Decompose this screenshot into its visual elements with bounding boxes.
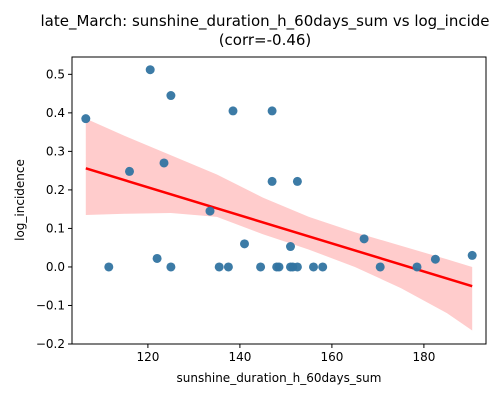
data-point bbox=[412, 262, 422, 272]
data-point bbox=[267, 106, 277, 116]
y-tick-label: 0.4 bbox=[46, 106, 65, 120]
data-point bbox=[430, 254, 440, 264]
data-point bbox=[292, 262, 302, 272]
data-point bbox=[125, 166, 134, 176]
y-tick-label: 0.5 bbox=[46, 67, 65, 81]
data-point bbox=[274, 262, 284, 272]
x-tick-label: 160 bbox=[320, 350, 343, 364]
scatter-points-layer bbox=[81, 65, 477, 272]
regression-line bbox=[85, 167, 473, 288]
data-point bbox=[159, 158, 169, 168]
data-point bbox=[152, 253, 162, 263]
x-tick-label: 180 bbox=[412, 350, 435, 364]
data-point bbox=[267, 176, 277, 186]
chart-subtitle: (corr=-0.46) bbox=[219, 31, 312, 49]
y-axis-label: log_incidence bbox=[13, 159, 27, 241]
data-point bbox=[166, 262, 176, 272]
data-point bbox=[145, 65, 155, 75]
regression-line-layer bbox=[85, 167, 473, 288]
y-axis-ticks: −0.2 −0.1 0.0 0.1 0.2 0.3 0.4 0.5 bbox=[36, 67, 72, 351]
x-axis-ticks: 120 140 160 180 bbox=[136, 344, 435, 364]
data-point bbox=[309, 262, 318, 272]
x-axis-label: sunshine_duration_h_60days_sum bbox=[177, 371, 382, 385]
data-point bbox=[223, 262, 233, 272]
data-point bbox=[214, 262, 224, 272]
y-tick-label: 0.0 bbox=[46, 260, 65, 274]
data-point bbox=[240, 239, 249, 249]
data-point bbox=[104, 262, 114, 272]
data-point bbox=[166, 91, 176, 101]
data-point bbox=[286, 242, 295, 252]
data-point bbox=[81, 114, 91, 124]
x-tick-label: 140 bbox=[228, 350, 251, 364]
y-tick-label: 0.1 bbox=[46, 221, 65, 235]
confidence-band bbox=[85, 118, 473, 331]
chart-title: late_March: sunshine_duration_h_60days_s… bbox=[40, 12, 489, 31]
data-point bbox=[228, 106, 238, 116]
y-tick-label: −0.2 bbox=[36, 337, 65, 351]
data-point bbox=[292, 176, 302, 186]
x-tick-label: 120 bbox=[136, 350, 159, 364]
y-tick-label: 0.3 bbox=[46, 144, 65, 158]
data-point bbox=[359, 234, 369, 244]
plot-frame bbox=[71, 56, 487, 345]
data-point bbox=[318, 262, 328, 272]
y-tick-label: 0.2 bbox=[46, 183, 65, 197]
confidence-band-layer bbox=[85, 118, 473, 331]
data-point bbox=[205, 206, 215, 216]
data-point bbox=[256, 262, 266, 272]
y-tick-label: −0.1 bbox=[36, 298, 65, 312]
data-point bbox=[375, 262, 385, 272]
data-point bbox=[467, 250, 477, 260]
